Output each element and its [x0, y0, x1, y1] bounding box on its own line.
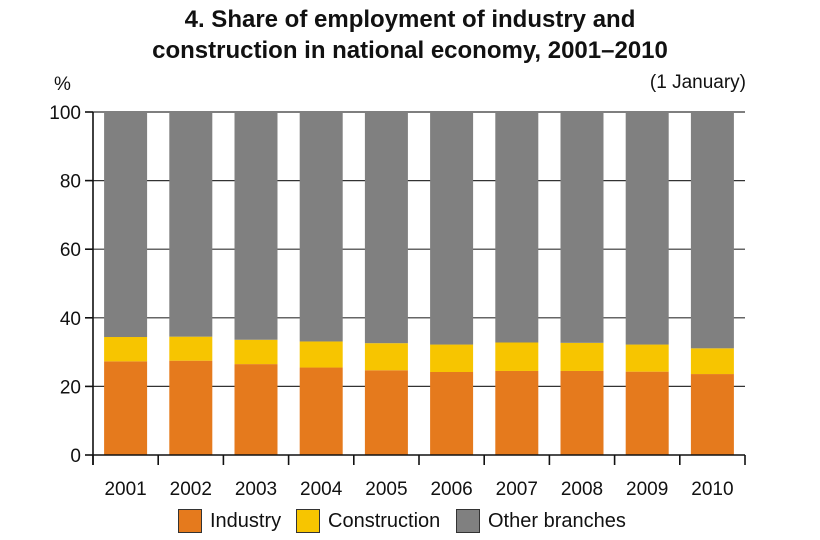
bar-industry [234, 364, 278, 455]
y-tick-label: 60 [60, 240, 81, 261]
bar-industry [495, 370, 539, 455]
bar-construction [430, 344, 474, 372]
y-tick-label: 0 [70, 446, 81, 467]
bar-other-branches [234, 112, 278, 340]
bar-industry [169, 360, 213, 455]
bar-construction [364, 343, 408, 371]
legend-item-construction: Construction [296, 509, 440, 533]
stacked-bar-chart: 0 20 40 60 80 100 2001 2002 2003 2004 2005 2006 2007… [49, 103, 746, 500]
x-tick-label: 2007 [496, 479, 538, 500]
legend-label-construction: Construction [328, 509, 441, 532]
y-tick-label: 80 [60, 172, 81, 193]
bar-other-branches [104, 112, 148, 338]
legend-label-other-branches: Other branches [488, 509, 626, 532]
legend-swatch-other-branches [456, 509, 480, 533]
bar-other-branches [690, 112, 734, 349]
bar-other-branches [299, 112, 343, 342]
y-axis-unit-label: % [54, 74, 71, 95]
bar-construction [104, 337, 148, 362]
x-tick-label: 2004 [300, 479, 343, 500]
x-tick-label: 2005 [365, 479, 407, 500]
bar-construction [169, 336, 213, 361]
y-tick-label: 100 [49, 103, 81, 124]
chart-title: 4. Share of employment of industry and c… [0, 4, 820, 66]
bar-construction [299, 341, 343, 368]
legend-item-industry: Industry [178, 509, 281, 533]
chart-title-line-1: 4. Share of employment of industry and [184, 6, 636, 33]
bar-other-branches [560, 112, 604, 343]
bar-construction [234, 339, 278, 365]
bar-construction [625, 344, 669, 372]
y-tick-label: 20 [60, 377, 81, 398]
chart-subtitle: (1 January) [649, 72, 746, 93]
bar-industry [299, 367, 343, 455]
x-tick-label: 2006 [430, 479, 472, 500]
bar-industry [364, 370, 408, 455]
legend-item-other-branches: Other branches [456, 509, 626, 533]
chart-title-line-2: construction in national economy, 2001–2… [152, 37, 668, 64]
bar-construction [560, 342, 604, 371]
bar-industry [690, 374, 734, 455]
bar-industry [430, 371, 474, 455]
x-tick-label: 2001 [104, 479, 146, 500]
bar-construction [495, 342, 539, 371]
legend-label-industry: Industry [210, 509, 282, 532]
bar-other-branches [495, 112, 539, 343]
chart-legend: Industry Construction Other branches [0, 509, 820, 539]
y-tick-label: 40 [60, 309, 81, 330]
bar-industry [104, 361, 148, 455]
x-tick-label: 2002 [170, 479, 212, 500]
legend-swatch-construction [296, 509, 320, 533]
bar-industry [560, 370, 604, 455]
x-tick-label: 2003 [235, 479, 277, 500]
x-tick-label: 2010 [691, 479, 733, 500]
bar-other-branches [430, 112, 474, 345]
bar-construction [690, 348, 734, 375]
bar-industry [625, 371, 669, 455]
bar-other-branches [625, 112, 669, 345]
legend-swatch-industry [178, 509, 202, 533]
x-tick-label: 2008 [561, 479, 603, 500]
x-tick-label: 2009 [626, 479, 668, 500]
bar-other-branches [364, 112, 408, 344]
bar-other-branches [169, 112, 213, 337]
